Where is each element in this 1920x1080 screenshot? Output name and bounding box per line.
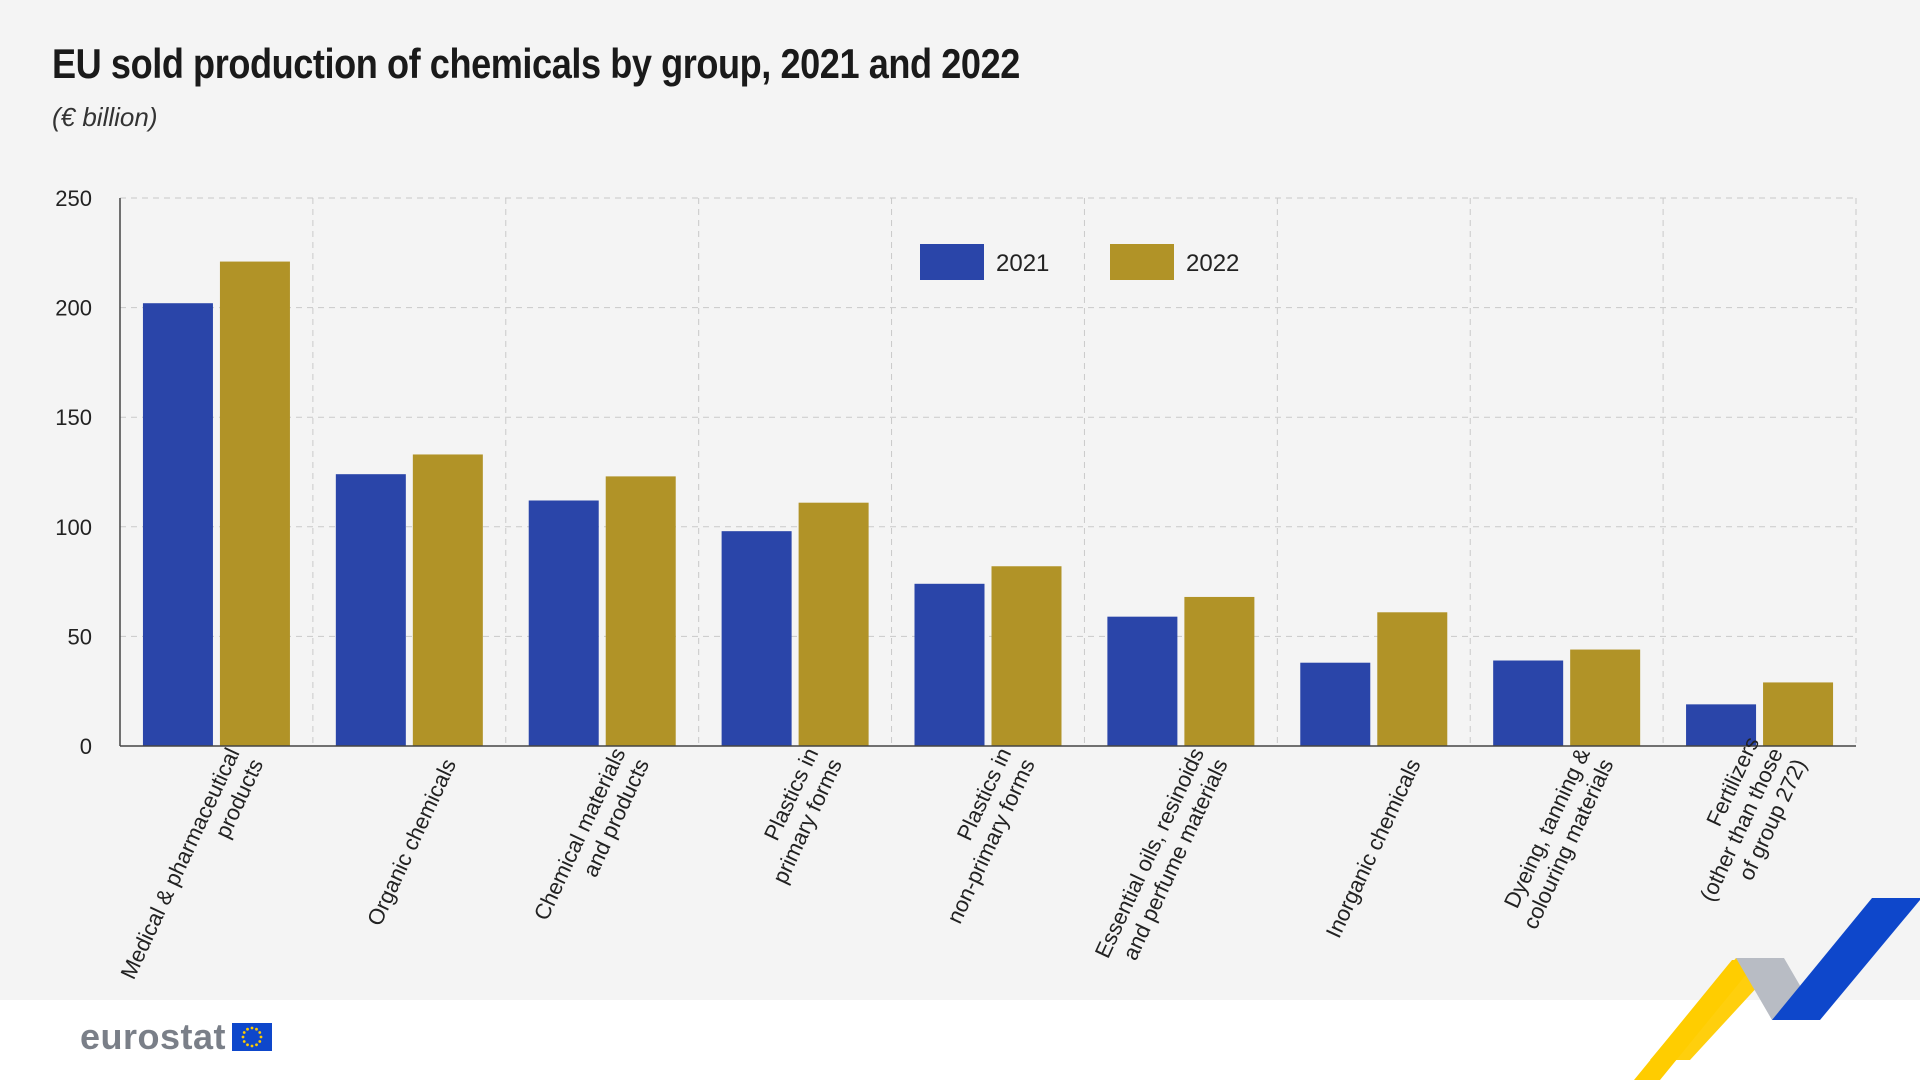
y-tick-label: 200: [55, 296, 92, 321]
bars: [142, 261, 1834, 746]
bar-2021-8: [1686, 704, 1757, 746]
bar-2021-3: [721, 531, 792, 746]
flag-star: [255, 1027, 258, 1031]
bar-2022-3: [798, 502, 869, 746]
legend-label-2022: 2022: [1186, 250, 1239, 277]
bar-2022-8: [1763, 682, 1834, 746]
bar-2022-0: [219, 261, 290, 746]
bar-2022-4: [991, 566, 1062, 746]
flag-star: [259, 1035, 263, 1039]
axes: [119, 198, 1856, 747]
bar-2022-2: [605, 476, 676, 746]
bar-2022-7: [1570, 649, 1641, 746]
bar-2021-1: [335, 474, 406, 746]
bar-2022-1: [412, 454, 483, 746]
eurostat-logo[interactable]: eurostat: [80, 1016, 273, 1058]
legend: 2021 2022: [920, 244, 1239, 280]
flag-star: [242, 1040, 246, 1043]
bar-2022-5: [1184, 596, 1255, 746]
bar-2021-6: [1300, 662, 1371, 746]
flag-star: [250, 1044, 254, 1048]
bar-2021-2: [528, 500, 599, 746]
flag-star: [250, 1026, 254, 1030]
legend-swatch-2021: [920, 244, 984, 280]
bar-2021-4: [914, 583, 985, 746]
decor-yellow-band: [1650, 958, 1784, 1060]
y-tick-label: 150: [55, 405, 92, 430]
y-tick-label: 50: [68, 624, 92, 649]
bar-2022-6: [1377, 612, 1448, 746]
flag-star: [258, 1031, 262, 1034]
bar-2021-0: [142, 303, 213, 746]
bar-2021-7: [1493, 660, 1564, 746]
y-tick-label: 100: [55, 515, 92, 540]
chart-subtitle: (€ billion): [52, 102, 158, 132]
legend-swatch-2022: [1110, 244, 1174, 280]
chart-title: EU sold production of chemicals by group…: [52, 40, 1020, 87]
eu-flag-icon: [232, 1023, 273, 1051]
flag-star: [241, 1035, 245, 1039]
bar-2021-5: [1107, 616, 1178, 746]
flag-star: [246, 1043, 249, 1047]
grid-lines: [120, 197, 1857, 746]
flag-star: [258, 1040, 262, 1043]
footer: [0, 1000, 1920, 1080]
flag-star: [246, 1027, 249, 1031]
flag-star: [255, 1043, 258, 1047]
decor-blue-band: [1772, 898, 1920, 1020]
flag-star: [242, 1031, 246, 1034]
y-tick-label: 250: [55, 186, 92, 211]
logo-text: eurostat: [80, 1016, 227, 1057]
legend-label-2021: 2021: [996, 250, 1049, 277]
y-tick-label: 0: [80, 734, 92, 759]
